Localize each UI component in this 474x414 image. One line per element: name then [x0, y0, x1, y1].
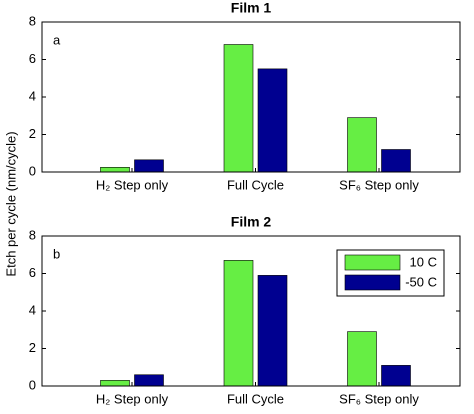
chart-title: Film 1: [231, 0, 272, 16]
y-tick-label: 6: [29, 51, 36, 66]
y-tick-label: 0: [29, 377, 36, 392]
x-tick-label: Full Cycle: [227, 391, 284, 406]
x-tick-label: SF₆ Step only: [339, 391, 419, 406]
legend-swatch: [344, 254, 401, 271]
y-axis-label: Etch per cycle (nm/cycle): [3, 131, 18, 276]
x-tick-label: H₂ Step only: [96, 391, 169, 406]
bar: [223, 44, 254, 173]
legend-swatch: [344, 274, 401, 291]
y-tick-label: 4: [29, 88, 36, 103]
bar: [347, 331, 377, 387]
legend-label: 10 C: [410, 254, 437, 269]
bar: [134, 374, 164, 387]
chart-title: Film 2: [231, 214, 272, 230]
axes-box: [41, 21, 461, 173]
bar: [347, 117, 377, 173]
x-tick-label: SF₆ Step only: [339, 177, 419, 192]
axes-box: [41, 235, 461, 387]
bar: [381, 149, 411, 173]
x-tick-label: H₂ Step only: [96, 177, 169, 192]
y-tick-label: 2: [29, 126, 36, 141]
bar: [257, 275, 288, 387]
bar: [134, 159, 164, 173]
x-tick-label: Full Cycle: [227, 177, 284, 192]
y-tick-label: 8: [29, 13, 36, 28]
y-tick-label: 4: [29, 302, 36, 317]
y-tick-label: 0: [29, 163, 36, 178]
panel-label: b: [53, 246, 60, 261]
bar: [223, 260, 254, 387]
y-tick-label: 8: [29, 227, 36, 242]
panel-label: a: [53, 32, 61, 47]
y-tick-label: 2: [29, 340, 36, 355]
bar: [100, 380, 130, 387]
bar: [100, 167, 130, 173]
bar: [257, 68, 288, 173]
y-tick-label: 6: [29, 265, 36, 280]
bar: [381, 365, 411, 387]
legend-label: -50 C: [405, 274, 437, 289]
